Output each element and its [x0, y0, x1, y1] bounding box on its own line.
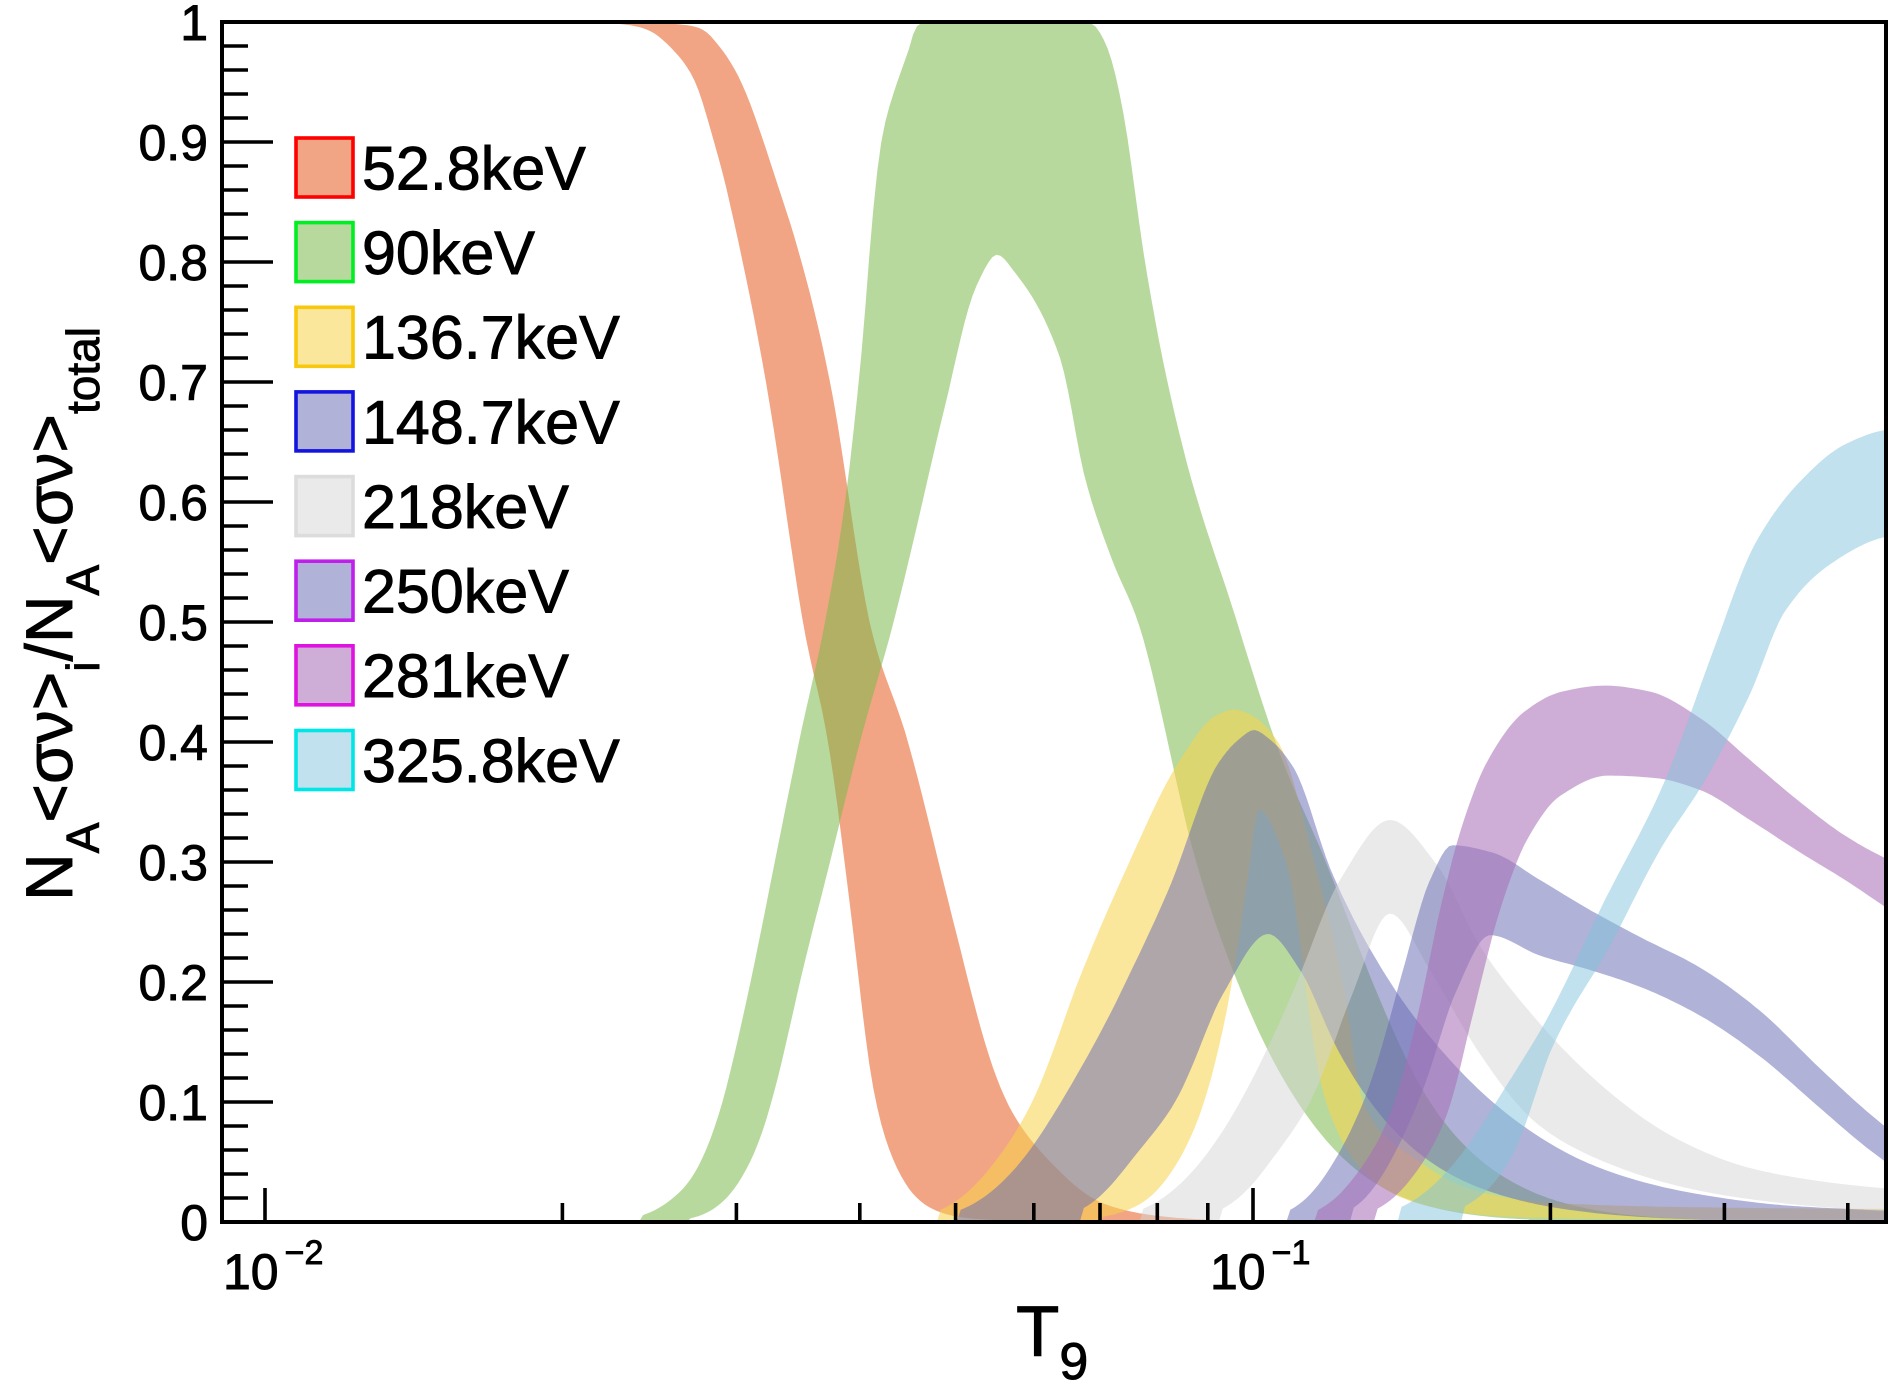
svg-text:136.7keV: 136.7keV [362, 304, 620, 372]
svg-text:250keV: 250keV [362, 558, 569, 626]
svg-text:281keV: 281keV [362, 642, 569, 710]
svg-text:0.5: 0.5 [138, 595, 208, 651]
svg-text:1: 1 [180, 0, 208, 51]
svg-text:90keV: 90keV [362, 219, 535, 287]
svg-text:0.1: 0.1 [138, 1075, 208, 1131]
svg-text:0.4: 0.4 [138, 715, 208, 771]
svg-text:0.7: 0.7 [138, 355, 208, 411]
svg-text:0: 0 [180, 1195, 208, 1251]
svg-text:0.3: 0.3 [138, 835, 208, 891]
svg-text:325.8keV: 325.8keV [362, 727, 620, 795]
svg-text:52.8keV: 52.8keV [362, 134, 586, 202]
svg-text:0.2: 0.2 [138, 955, 208, 1011]
svg-text:0.8: 0.8 [138, 235, 208, 291]
svg-text:218keV: 218keV [362, 473, 569, 541]
svg-text:0.9: 0.9 [138, 115, 208, 171]
svg-text:148.7keV: 148.7keV [362, 388, 620, 456]
svg-text:0.6: 0.6 [138, 475, 208, 531]
